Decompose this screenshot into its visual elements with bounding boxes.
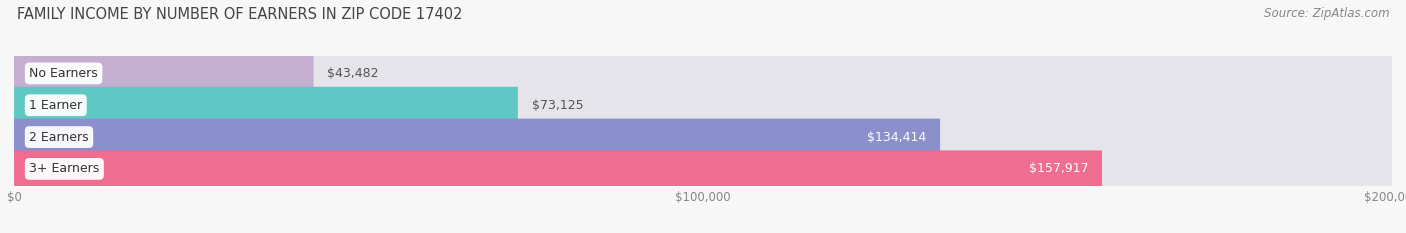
FancyBboxPatch shape [14, 119, 1392, 156]
Text: 1 Earner: 1 Earner [30, 99, 83, 112]
Text: FAMILY INCOME BY NUMBER OF EARNERS IN ZIP CODE 17402: FAMILY INCOME BY NUMBER OF EARNERS IN ZI… [17, 7, 463, 22]
FancyBboxPatch shape [14, 119, 941, 156]
Text: Source: ZipAtlas.com: Source: ZipAtlas.com [1264, 7, 1389, 20]
Text: No Earners: No Earners [30, 67, 98, 80]
Text: 2 Earners: 2 Earners [30, 130, 89, 144]
FancyBboxPatch shape [14, 55, 314, 92]
FancyBboxPatch shape [14, 151, 1102, 187]
Text: $43,482: $43,482 [328, 67, 378, 80]
FancyBboxPatch shape [14, 55, 1392, 92]
FancyBboxPatch shape [14, 87, 517, 124]
Text: $134,414: $134,414 [868, 130, 927, 144]
Text: 3+ Earners: 3+ Earners [30, 162, 100, 175]
Text: $157,917: $157,917 [1029, 162, 1088, 175]
FancyBboxPatch shape [14, 87, 1392, 124]
FancyBboxPatch shape [14, 151, 1392, 187]
Text: $73,125: $73,125 [531, 99, 583, 112]
